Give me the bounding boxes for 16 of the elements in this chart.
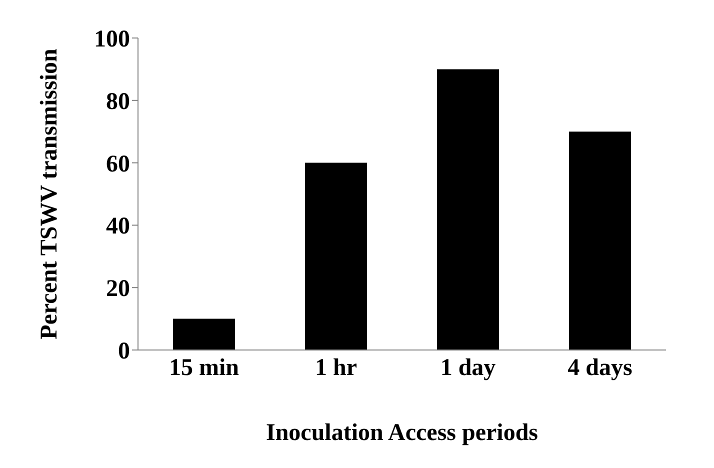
y-axis-title: Percent TSWV transmission: [36, 48, 63, 340]
x-tick-label: 1 hr: [315, 355, 358, 382]
x-axis-title: Inoculation Access periods: [266, 420, 538, 446]
y-tick-label: 20: [106, 276, 130, 302]
bar: [437, 69, 499, 350]
y-tick-label: 0: [118, 338, 130, 365]
bar: [173, 318, 235, 350]
y-tick-label: 60: [106, 151, 130, 178]
bar: [569, 132, 631, 350]
y-tick-label: 100: [94, 26, 130, 53]
x-tick-label: 15 min: [168, 355, 240, 382]
x-tick-label: 1 day: [440, 355, 496, 382]
x-tick-label: 4 days: [568, 355, 632, 382]
bar: [305, 162, 367, 350]
y-tick-label: 80: [106, 88, 130, 115]
y-tick-label: 40: [106, 214, 130, 240]
